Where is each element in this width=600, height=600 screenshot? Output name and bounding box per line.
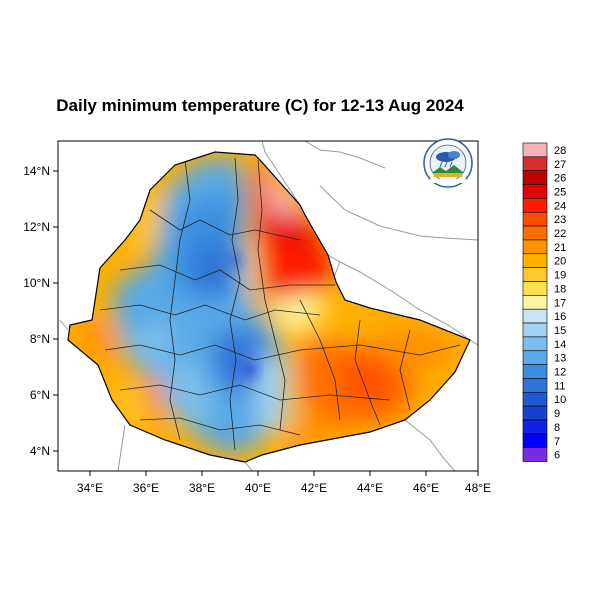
neighbor-boundaries xyxy=(59,140,479,472)
colorbar-label: 21 xyxy=(554,242,566,254)
colorbar-swatch xyxy=(522,142,548,158)
x-tick-label: 44°E xyxy=(357,481,383,495)
colorbar-swatch xyxy=(522,447,548,462)
x-tick-label: 48°E xyxy=(465,481,491,495)
colorbar-swatch xyxy=(522,211,548,227)
colorbar-label: 20 xyxy=(554,256,566,268)
y-tick-label: 4°N xyxy=(30,444,50,458)
x-tick-label: 46°E xyxy=(413,481,439,495)
colorbar-label: 9 xyxy=(554,408,560,420)
colorbar-swatch xyxy=(522,198,548,213)
colorbar-swatch xyxy=(522,295,548,310)
colorbar-swatch xyxy=(522,350,548,365)
colorbar-label: 24 xyxy=(554,200,566,212)
colorbar-label: 25 xyxy=(554,186,566,198)
colorbar-swatch xyxy=(522,433,548,449)
colorbar-label: 19 xyxy=(554,270,566,282)
colorbar-label: 6 xyxy=(554,450,560,462)
colorbar-label: 27 xyxy=(554,159,566,171)
colorbar-swatch xyxy=(522,364,548,379)
x-tick-label: 34°E xyxy=(77,481,103,495)
y-tick-label: 12°N xyxy=(23,220,50,234)
colorbar-label: 7 xyxy=(554,436,560,448)
map-title: Daily minimum temperature (C) for 12-13 … xyxy=(56,96,464,115)
colorbar-swatch xyxy=(522,391,548,407)
colorbar-swatch xyxy=(522,156,548,172)
colorbar-swatch xyxy=(522,378,548,393)
colorbar-swatch xyxy=(522,405,548,421)
colorbar-label: 26 xyxy=(554,173,566,185)
x-tick-label: 42°E xyxy=(301,481,327,495)
colorbar-swatch xyxy=(522,322,548,338)
colorbar-swatch xyxy=(522,308,548,324)
y-tick-label: 8°N xyxy=(30,332,50,346)
colorbar-swatch xyxy=(522,281,548,296)
colorbar-swatch xyxy=(522,239,548,255)
x-tick-label: 36°E xyxy=(133,481,159,495)
colorbar-label: 22 xyxy=(554,228,566,240)
colorbar-swatch xyxy=(522,253,548,268)
y-tick-label: 14°N xyxy=(23,164,50,178)
colorbar-swatch xyxy=(522,225,548,241)
colorbar-label: 28 xyxy=(554,145,566,157)
x-tick-label: 38°E xyxy=(189,481,215,495)
colorbar-label: 13 xyxy=(554,353,566,365)
colorbar-swatch xyxy=(522,267,548,282)
x-axis: 34°E 36°E 38°E 40°E 42°E 44°E 46°E 48°E xyxy=(77,471,491,495)
colorbar-label: 12 xyxy=(554,367,566,379)
y-tick-label: 10°N xyxy=(23,276,50,290)
colorbar-label: 10 xyxy=(554,394,566,406)
colorbar-swatch xyxy=(522,170,548,185)
colorbar-label: 17 xyxy=(554,297,566,309)
colorbar-label: 16 xyxy=(554,311,566,323)
colorbar-swatch xyxy=(522,184,548,199)
colorbar-swatch xyxy=(522,336,548,352)
x-tick-label: 40°E xyxy=(245,481,271,495)
y-axis: 14°N 12°N 10°N 8°N 6°N 4°N xyxy=(23,164,58,458)
map-border xyxy=(57,140,479,472)
colorbar-label: 15 xyxy=(554,325,566,337)
colorbar-label: 11 xyxy=(554,380,565,392)
ethiopian-meteorology-institute-logo xyxy=(423,138,473,188)
country-outline xyxy=(67,151,471,463)
colorbar-label: 23 xyxy=(554,214,566,226)
y-tick-label: 6°N xyxy=(30,388,50,402)
colorbar-swatch xyxy=(522,419,548,435)
colorbar-label: 18 xyxy=(554,283,566,295)
colorbar-label: 8 xyxy=(554,422,560,434)
colorbar-label: 14 xyxy=(554,339,566,351)
region-boundaries xyxy=(99,157,461,451)
